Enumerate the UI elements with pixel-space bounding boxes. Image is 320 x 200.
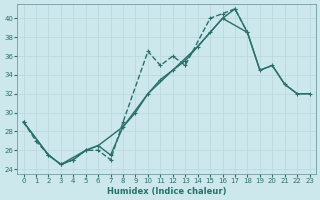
X-axis label: Humidex (Indice chaleur): Humidex (Indice chaleur): [107, 187, 226, 196]
